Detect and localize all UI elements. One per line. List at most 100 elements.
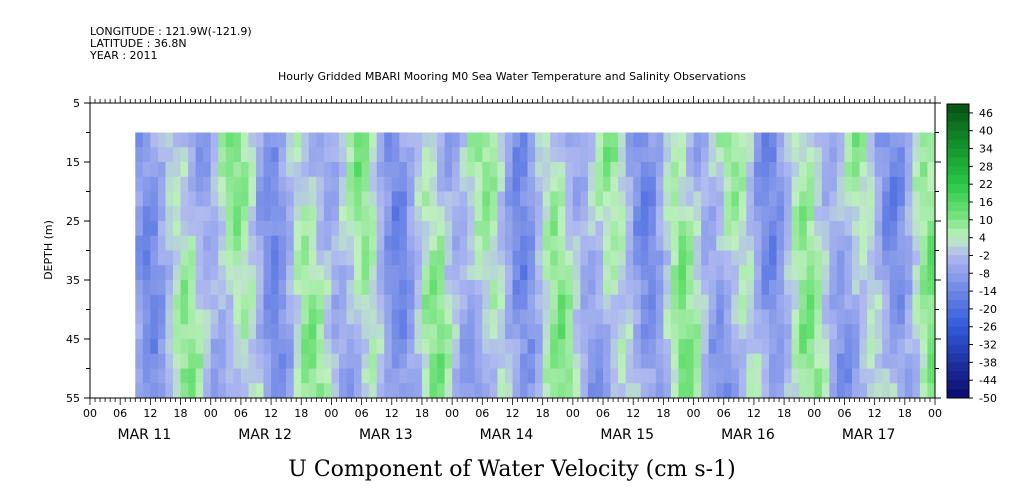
heatmap-cell (603, 353, 611, 369)
heatmap-cell (844, 324, 853, 340)
heatmap-cell (240, 339, 249, 355)
colorbar-label: -32 (979, 339, 997, 352)
heatmap-cell (912, 368, 921, 384)
heatmap-cell (761, 176, 770, 192)
heatmap-cell (444, 280, 453, 296)
heatmap-cell (535, 132, 543, 148)
colorbar-swatch (947, 326, 969, 337)
heatmap-cell (437, 147, 445, 163)
heatmap-cell (882, 176, 891, 192)
heatmap-cell (791, 191, 800, 207)
heatmap-cell (323, 383, 332, 399)
heatmap-cell (610, 250, 619, 266)
heatmap-cell (195, 324, 204, 340)
heatmap-cell (188, 162, 196, 178)
heatmap-cell (467, 235, 476, 251)
heatmap-cell (293, 176, 302, 192)
heatmap-cell (753, 309, 762, 325)
heatmap-cell (557, 221, 566, 237)
heatmap-cell (580, 206, 589, 222)
heatmap-cell (459, 339, 468, 355)
heatmap-cell (203, 383, 212, 399)
colorbar-swatch (947, 246, 969, 256)
heatmap-cell (836, 132, 845, 148)
heatmap-cell (527, 132, 536, 148)
colorbar-label: 4 (979, 232, 986, 245)
heatmap-cell (225, 191, 234, 207)
heatmap-cell (769, 206, 777, 222)
heatmap-cell (346, 162, 355, 178)
heatmap-cell (761, 221, 770, 237)
heatmap-cell (135, 132, 144, 148)
heatmap-cell (437, 221, 445, 237)
heatmap-cell (746, 206, 755, 222)
heatmap-cell (369, 206, 377, 222)
heatmap-cell (421, 132, 430, 148)
heatmap-cell (927, 324, 936, 340)
heatmap-cell (663, 339, 672, 355)
heatmap-cell (504, 280, 513, 296)
heatmap-cell (467, 132, 476, 148)
heatmap-cell (852, 250, 860, 266)
heatmap-cell (852, 309, 860, 325)
heatmap-cell (610, 265, 619, 281)
heatmap-cell (482, 353, 491, 369)
heatmap-cell (165, 294, 174, 310)
heatmap-cell (301, 162, 310, 178)
heatmap-cell (912, 339, 921, 355)
heatmap-cell (459, 280, 468, 296)
heatmap-cell (437, 294, 445, 310)
heatmap-cell (882, 368, 891, 384)
heatmap-cell (829, 324, 838, 340)
heatmap-cell (346, 221, 355, 237)
heatmap-cell (806, 339, 815, 355)
heatmap-cell (701, 176, 709, 192)
heatmap-cell (587, 368, 596, 384)
heatmap-cell (459, 309, 468, 325)
heatmap-cell (474, 353, 483, 369)
heatmap-cell (346, 191, 355, 207)
heatmap-cell (421, 147, 430, 163)
heatmap-cell (919, 383, 928, 399)
heatmap-cell (678, 132, 687, 148)
heatmap-cell (580, 132, 589, 148)
heatmap-cell (603, 191, 611, 207)
heatmap-cell (701, 235, 709, 251)
heatmap-cell (172, 294, 181, 310)
heatmap-cell (165, 353, 174, 369)
heatmap-cell (180, 235, 189, 251)
heatmap-cell (753, 147, 762, 163)
heatmap-cell (904, 368, 913, 384)
heatmap-cell (263, 235, 272, 251)
heatmap-cell (354, 383, 362, 399)
heatmap-cell (233, 132, 242, 148)
heatmap-cell (829, 191, 838, 207)
heatmap-cell (308, 265, 317, 281)
heatmap-cell (618, 132, 626, 148)
heatmap-cell (738, 250, 747, 266)
heatmap-cell (678, 162, 687, 178)
heatmap-cell (927, 368, 936, 384)
heatmap-cell (904, 250, 913, 266)
heatmap-cell (135, 176, 144, 192)
heatmap-cell (512, 294, 521, 310)
heatmap-cell (557, 206, 566, 222)
heatmap-cell (625, 383, 634, 399)
heatmap-cell (218, 132, 227, 148)
heatmap-cell (180, 339, 189, 355)
heatmap-cell (655, 339, 664, 355)
heatmap-cell (678, 324, 687, 340)
heatmap-cell (535, 280, 543, 296)
heatmap-cell (354, 206, 362, 222)
heatmap-cell (610, 294, 619, 310)
heatmap-cell (165, 147, 174, 163)
heatmap-cell (233, 294, 242, 310)
heatmap-cell (874, 309, 883, 325)
heatmap-cell (195, 294, 204, 310)
heatmap-cell (203, 309, 212, 325)
heatmap-cell (210, 265, 219, 281)
heatmap-cell (308, 206, 317, 222)
heatmap-cell (678, 250, 687, 266)
colorbar-label: 22 (979, 178, 993, 191)
heatmap-cell (686, 339, 694, 355)
